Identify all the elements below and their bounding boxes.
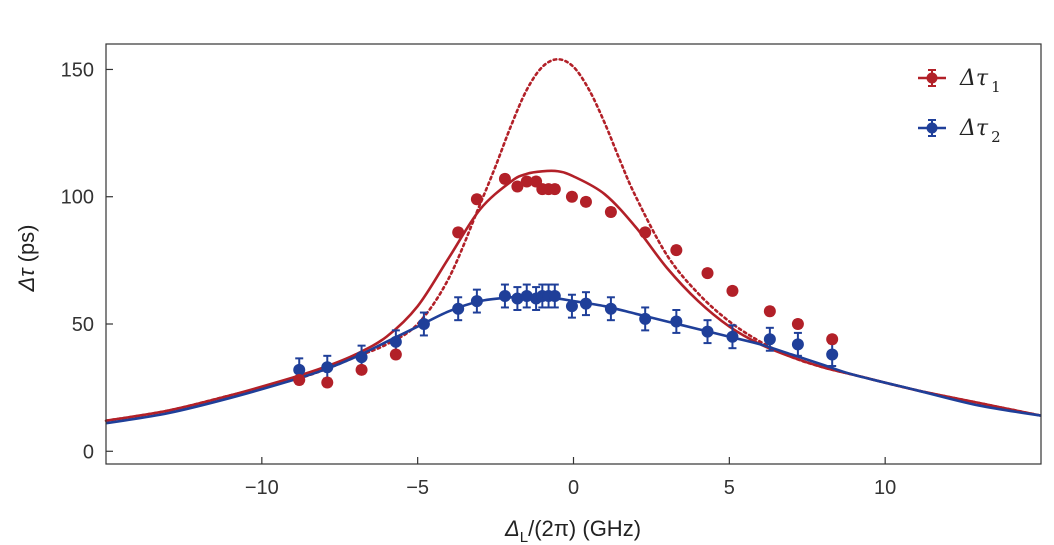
data-point	[791, 338, 804, 351]
legend-marker	[926, 72, 938, 84]
data-point	[321, 376, 334, 389]
data-point	[452, 302, 465, 315]
data-point	[763, 305, 776, 318]
x-tick-label: −5	[406, 477, 429, 499]
fit-curve-dotted	[104, 57, 1043, 423]
data-point	[548, 183, 561, 196]
x-axis-label-main: Δ	[504, 516, 520, 541]
data-point	[498, 172, 511, 185]
data-point	[579, 195, 592, 208]
legend-item-2: Δτ 2	[918, 116, 1001, 146]
y-axis-label-main: Δτ	[14, 267, 39, 293]
y-tick-label: 100	[61, 187, 94, 209]
data-point	[670, 244, 683, 257]
legend: Δτ 1Δτ 2	[918, 66, 1001, 146]
data-point	[321, 361, 334, 374]
x-tick-label: 5	[724, 477, 735, 499]
series-2	[293, 283, 839, 383]
data-point	[579, 297, 592, 310]
data-point	[565, 300, 578, 313]
data-point	[670, 315, 683, 328]
data-point	[701, 325, 714, 338]
legend-item-1: Δτ 1	[918, 66, 1001, 96]
legend-label-main: Δτ	[959, 116, 989, 141]
data-point	[639, 226, 652, 239]
data-points	[293, 172, 839, 389]
data-point	[826, 348, 839, 361]
x-tick-label: 0	[568, 477, 579, 499]
legend-marker	[926, 122, 938, 134]
y-axis-label-rest: (ps)	[14, 225, 39, 269]
data-point	[511, 292, 524, 305]
x-axis-label-rest: /(2π) (GHz)	[528, 516, 641, 541]
fit-curve-solid	[105, 294, 1042, 425]
legend-label-main: Δτ	[959, 66, 989, 91]
y-tick-label: 150	[61, 59, 94, 81]
data-point	[417, 318, 430, 330]
legend-label: Δτ 1	[959, 66, 1001, 96]
y-tick-label: 0	[83, 441, 94, 463]
data-point	[548, 290, 561, 302]
data-point	[520, 175, 533, 188]
legend-label: Δτ 2	[959, 116, 1001, 146]
x-tick-label: −10	[245, 477, 279, 499]
data-point	[293, 374, 306, 386]
series-1	[293, 172, 839, 389]
data-point	[470, 295, 483, 308]
x-axis-label: ΔL/(2π) (GHz)	[504, 516, 641, 545]
fit-curve-solid	[105, 169, 1042, 423]
x-axis: −10 −5 0 5 10	[245, 457, 896, 499]
data-point	[498, 290, 511, 302]
data-point	[470, 193, 483, 206]
data-point	[293, 363, 306, 376]
data-point	[763, 333, 776, 346]
plot-frame	[105, 43, 1042, 465]
data-point	[389, 348, 402, 361]
fit-curves	[104, 57, 1043, 425]
data-point	[639, 312, 652, 325]
x-axis-label-sub: L	[520, 529, 528, 545]
data-point	[826, 333, 839, 346]
data-point	[701, 267, 714, 280]
legend-label-sub: 2	[991, 128, 1001, 146]
data-point	[565, 190, 578, 203]
y-axis-label: Δτ (ps)	[14, 225, 39, 293]
legend-label-sub: 1	[991, 78, 1001, 96]
y-tick-label: 50	[72, 314, 94, 336]
data-point	[604, 206, 617, 218]
y-axis: 0 50 100 150	[61, 59, 113, 463]
data-point	[389, 335, 402, 348]
data-point	[355, 351, 368, 364]
data-point	[452, 226, 465, 239]
x-tick-label: 10	[874, 477, 896, 499]
data-point	[355, 363, 368, 376]
data-point	[604, 302, 617, 315]
data-point	[726, 330, 739, 343]
data-point	[511, 180, 524, 193]
data-point	[726, 284, 739, 297]
data-point	[791, 318, 804, 330]
data-point	[520, 290, 533, 302]
